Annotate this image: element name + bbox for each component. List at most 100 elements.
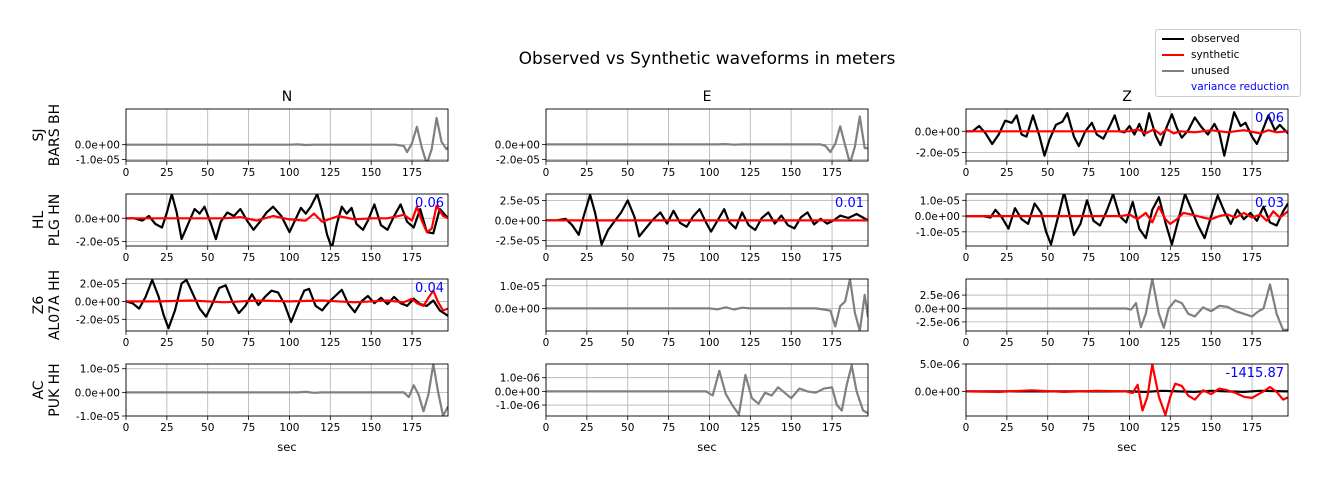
axes-frame	[965, 108, 1289, 162]
legend-label-synthetic: synthetic	[1191, 49, 1240, 61]
y-tick-label: 0.0e+00	[915, 386, 960, 398]
panel-3-1: 0 25 50 75 100 125 150 175 2.0e-05 0.0e+00 -2.0e-0…	[31, 270, 449, 349]
x-tick-label: 50	[621, 337, 634, 349]
y-tick-label: 5.0e-06	[920, 359, 961, 371]
panel-1-3: 0 25 50 75 100 125 150 175 0.0e+00 -2.0e-05 Z 0.06	[915, 89, 1289, 179]
x-tick-label: 100	[279, 252, 299, 264]
panel-2-1: 0 25 50 75 100 125 150 175 0.0e+00 -2.0e-05 0.06 HL…	[31, 193, 449, 264]
traces	[546, 194, 868, 246]
x-tick-label: 75	[242, 422, 255, 434]
y-tick-label: 0.0e+00	[495, 303, 540, 315]
x-tick-label: 175	[402, 252, 422, 264]
legend-swatch-synthetic	[1162, 54, 1184, 56]
traces	[546, 279, 868, 331]
series-unused	[966, 279, 1288, 331]
y-tick-label: -2.0e-05	[76, 236, 120, 248]
x-tick-label: 125	[320, 422, 340, 434]
x-tick-label: 100	[1119, 337, 1139, 349]
series-synthetic	[966, 205, 1288, 225]
vr-label: -1415.87	[1226, 366, 1284, 381]
x-tick-label: 125	[1160, 167, 1180, 179]
x-tick-label: 75	[662, 167, 675, 179]
axes-frame	[125, 278, 449, 332]
x-tick-label: 125	[740, 337, 760, 349]
y-tick-label: -2.5e-05	[496, 235, 540, 247]
series-unused	[546, 115, 868, 161]
x-tick-label: 100	[699, 167, 719, 179]
x-tick-label: 0	[543, 422, 550, 434]
x-tick-label: 175	[1242, 252, 1262, 264]
x-tick-label: 75	[1082, 337, 1095, 349]
x-tick-label: 50	[621, 422, 634, 434]
x-tick-label: 175	[402, 422, 422, 434]
y-tick-label: 0.0e+00	[75, 296, 120, 308]
traces	[126, 279, 448, 330]
x-tick-label: 125	[320, 252, 340, 264]
vr-label: 0.04	[415, 281, 444, 296]
row-label-network: HL	[31, 211, 47, 230]
y-tick-label: 2.5e-05	[500, 195, 540, 207]
x-tick-label: 100	[1119, 252, 1139, 264]
y-tick-label: 0.0e+00	[915, 211, 960, 223]
x-tick-label: 100	[279, 337, 299, 349]
x-tick-label: 75	[242, 167, 255, 179]
column-title: N	[282, 89, 292, 105]
legend-label-observed: observed	[1191, 33, 1240, 45]
x-tick-label: 50	[1041, 167, 1054, 179]
x-tick-label: 75	[662, 422, 675, 434]
y-tick-label: 0.0e+00	[75, 213, 120, 225]
x-tick-label: 125	[1160, 252, 1180, 264]
x-axis-label: sec	[697, 440, 716, 454]
x-tick-label: 175	[402, 337, 422, 349]
panel-1-2: 0 25 50 75 100 125 150 175 0.0e+00 -2.0e-05 E	[495, 89, 869, 179]
y-tick-label: 0.0e+00	[495, 139, 540, 151]
x-tick-label: 0	[123, 422, 130, 434]
x-tick-label: 25	[160, 252, 173, 264]
x-tick-label: 25	[580, 337, 593, 349]
figure-title: Observed vs Synthetic waveforms in meter…	[519, 49, 896, 69]
x-tick-label: 25	[160, 167, 173, 179]
x-tick-label: 0	[123, 337, 130, 349]
axes-frame	[965, 278, 1289, 332]
x-tick-label: 100	[1119, 422, 1139, 434]
legend-swatch-observed	[1162, 38, 1184, 40]
panel-1-1: 0 25 50 75 100 125 150 175 0.0e+00 -1.0e-05 N SJ BAR…	[31, 89, 449, 179]
x-tick-label: 0	[543, 167, 550, 179]
y-tick-label: -1.0e-06	[496, 400, 540, 412]
series-unused	[546, 279, 868, 331]
series-unused	[126, 364, 448, 416]
traces	[966, 364, 1288, 416]
x-tick-label: 150	[361, 252, 381, 264]
panels-grid: 0 25 50 75 100 125 150 175 0.0e+00 -1.0e-05 N SJ BAR…	[31, 89, 1289, 454]
vr-label: 0.01	[835, 196, 864, 211]
x-tick-label: 75	[242, 337, 255, 349]
y-tick-label: 1.0e-06	[500, 373, 541, 385]
series-observed	[966, 111, 1288, 157]
row-label-network: AC	[31, 380, 47, 399]
panel-2-3: 0 25 50 75 100 125 150 175 1.0e-05 0.0e+00 -1.0e-0…	[915, 193, 1289, 264]
x-tick-label: 175	[822, 167, 842, 179]
x-tick-label: 125	[740, 167, 760, 179]
x-tick-label: 50	[621, 167, 634, 179]
legend-label-variance-reduction: variance reduction	[1191, 81, 1290, 93]
y-tick-label: 2.5e-06	[920, 290, 961, 302]
x-tick-label: 0	[123, 252, 130, 264]
x-tick-label: 150	[361, 422, 381, 434]
axes-frame	[125, 108, 449, 162]
column-title: E	[703, 89, 712, 105]
x-tick-label: 175	[822, 252, 842, 264]
x-tick-label: 150	[781, 337, 801, 349]
series-unused	[126, 116, 448, 161]
y-tick-label: -2.0e-05	[496, 154, 540, 166]
x-tick-label: 175	[822, 337, 842, 349]
x-tick-label: 0	[963, 337, 970, 349]
y-tick-label: 1.0e-05	[500, 281, 540, 293]
x-tick-label: 25	[1000, 167, 1013, 179]
axes-frame	[545, 108, 869, 162]
x-tick-label: 75	[1082, 167, 1095, 179]
series-observed	[126, 194, 448, 246]
x-tick-label: 50	[621, 252, 634, 264]
y-tick-label: 0.0e+00	[915, 303, 960, 315]
x-tick-label: 150	[1201, 252, 1221, 264]
x-tick-label: 0	[963, 167, 970, 179]
